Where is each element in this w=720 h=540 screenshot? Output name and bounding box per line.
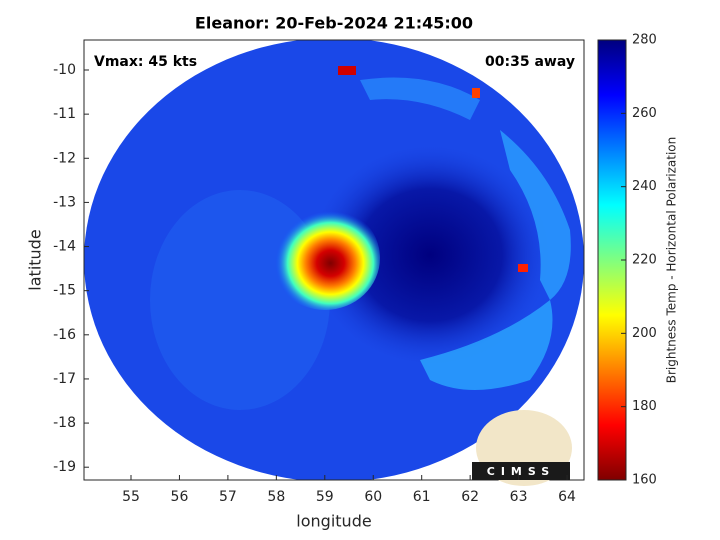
x-tick-label: 55: [122, 489, 140, 505]
y-tick-label: -18: [53, 415, 76, 431]
annotation: 00:35 away: [485, 54, 575, 70]
x-tick-label: 60: [364, 489, 382, 505]
hot-spot: [472, 88, 480, 98]
y-tick-label: -17: [53, 371, 76, 387]
y-tick-label: -10: [53, 62, 76, 78]
colorbar-tick-label: 260: [632, 106, 657, 121]
colorbar-label: Brightness Temp - Horizontal Polarizatio…: [665, 137, 679, 384]
rain-band: [420, 300, 553, 390]
colorbar-tick-label: 180: [632, 399, 657, 414]
x-tick-label: 58: [267, 489, 285, 505]
rain-band: [500, 130, 571, 300]
y-tick-label: -15: [53, 283, 76, 299]
colorbar-tick-label: 160: [632, 473, 657, 488]
y-tick-label: -16: [53, 327, 76, 343]
x-tick-label: 62: [461, 489, 479, 505]
rain-band: [360, 77, 480, 120]
storm-core: [270, 206, 380, 310]
colorbar-tick-label: 280: [632, 33, 657, 48]
x-tick-label: 64: [558, 489, 576, 505]
x-tick-label: 59: [316, 489, 334, 505]
annotation: Vmax: 45 kts: [94, 54, 197, 70]
y-tick-label: -14: [53, 239, 76, 255]
logo-bar: [472, 462, 570, 480]
chart-title: Eleanor: 20-Feb-2024 21:45:00: [195, 14, 473, 33]
image: [84, 40, 584, 480]
colorbar-tick-label: 240: [632, 179, 657, 194]
logo-text: CIMSS: [487, 465, 555, 478]
colorbar-tick-label: 220: [632, 253, 657, 268]
hot-spot: [518, 264, 528, 272]
y-tick-label: -13: [53, 194, 76, 210]
x-tick-label: 61: [413, 489, 431, 505]
x-axis-label: longitude: [296, 512, 371, 531]
colorbar-tick-label: 200: [632, 326, 657, 341]
x-tick-label: 57: [219, 489, 237, 505]
hot-spot: [338, 66, 356, 75]
logo: CIMSS: [472, 410, 572, 486]
y-tick-label: -11: [53, 106, 76, 122]
y-tick-label: -19: [53, 459, 76, 475]
axes-frame: [83, 39, 585, 481]
y-axis-label: latitude: [26, 229, 45, 290]
x-tick-label: 56: [171, 489, 189, 505]
y-tick-label: -12: [53, 150, 76, 166]
x-tick-label: 63: [510, 489, 528, 505]
cold-region: [310, 145, 550, 365]
